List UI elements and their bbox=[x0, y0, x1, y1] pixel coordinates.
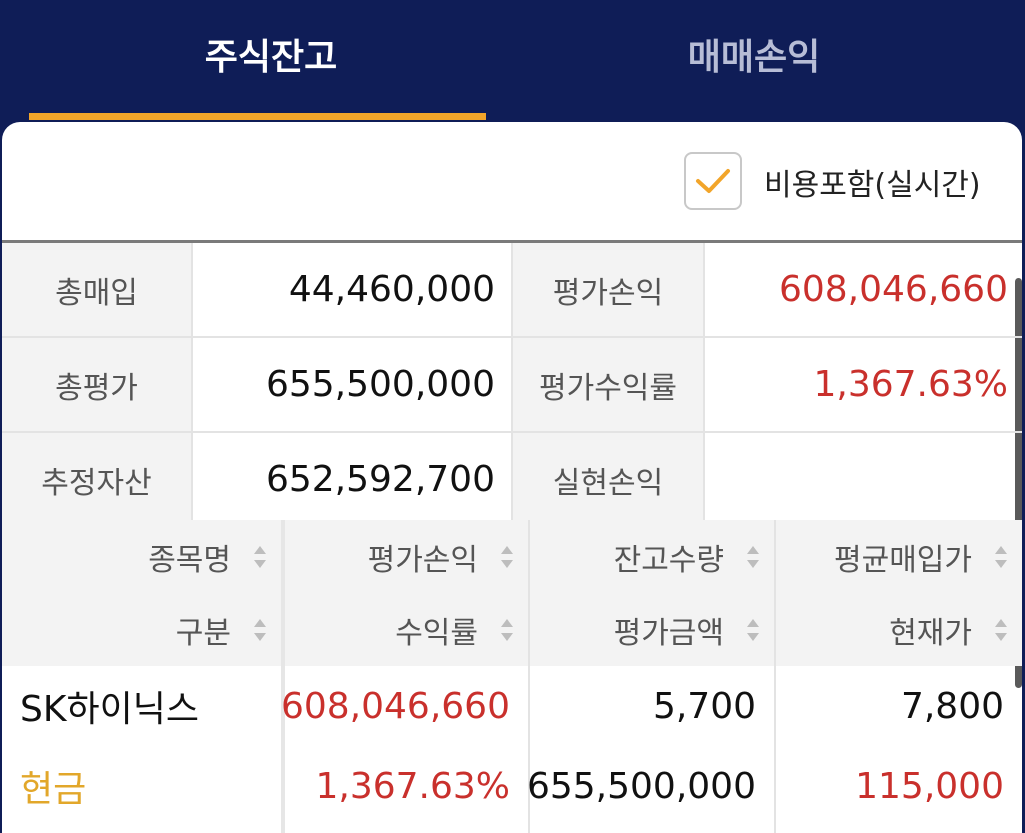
total-purchase-label: 총매입 bbox=[2, 243, 193, 336]
sort-icon bbox=[995, 546, 1007, 568]
active-tab-indicator bbox=[29, 113, 486, 120]
summary-row: 총매입 44,460,000 평가손익 608,046,660 bbox=[2, 243, 1022, 338]
sort-icon bbox=[254, 546, 266, 568]
sort-header-name[interactable]: 종목명 bbox=[2, 520, 281, 593]
header-label: 현재가 bbox=[889, 615, 972, 651]
eval-amount: 655,500,000 bbox=[526, 765, 756, 807]
avg-price: 7,800 bbox=[900, 685, 1004, 727]
header-col-qty: 잔고수량 평가금액 bbox=[530, 520, 776, 666]
sort-header-eval-pl[interactable]: 평가손익 bbox=[285, 520, 528, 593]
scrollbar[interactable] bbox=[1015, 278, 1022, 688]
sort-icon bbox=[747, 546, 759, 568]
summary-table: 총매입 44,460,000 평가손익 608,046,660 총평가 655,… bbox=[2, 240, 1022, 526]
stock-name: SK하이닉스 bbox=[20, 689, 199, 730]
summary-row: 추정자산 652,592,700 실현손익 bbox=[2, 433, 1022, 526]
options-row: 비용포함(실시간) bbox=[2, 122, 1022, 242]
total-eval-label: 총평가 bbox=[2, 338, 193, 431]
sort-icon bbox=[501, 546, 513, 568]
realized-pl-label: 실현손익 bbox=[513, 433, 705, 526]
sort-header-quantity[interactable]: 잔고수량 bbox=[530, 520, 774, 593]
sort-icon bbox=[254, 619, 266, 641]
sort-header-eval-amount[interactable]: 평가금액 bbox=[530, 593, 774, 666]
total-purchase-value: 44,460,000 bbox=[193, 243, 513, 336]
header-col-pl: 평가손익 수익률 bbox=[285, 520, 530, 666]
account-type: 현금 bbox=[20, 769, 87, 810]
total-eval-value: 655,500,000 bbox=[193, 338, 513, 431]
tab-trade-profit[interactable]: 매매손익 bbox=[687, 37, 821, 78]
header-label: 종목명 bbox=[148, 542, 231, 578]
header-label: 잔고수량 bbox=[613, 542, 724, 578]
est-assets-value: 652,592,700 bbox=[193, 433, 513, 526]
cell-pl: 608,046,660 1,367.63% bbox=[280, 666, 530, 833]
realized-pl-value bbox=[705, 433, 1022, 526]
table-row[interactable]: SK하이닉스 현금 608,046,660 1,367.63% 5,700 65… bbox=[2, 666, 1022, 833]
include-cost-checkbox[interactable] bbox=[684, 152, 742, 210]
check-icon bbox=[696, 169, 730, 193]
header-label: 수익률 bbox=[395, 615, 478, 651]
sort-header-return[interactable]: 수익률 bbox=[285, 593, 528, 666]
header-label: 평균매입가 bbox=[834, 542, 972, 578]
header-label: 평가손익 bbox=[367, 542, 478, 578]
summary-row: 총평가 655,500,000 평가수익률 1,367.63% bbox=[2, 338, 1022, 433]
header-col-name: 종목명 구분 bbox=[2, 520, 285, 666]
eval-return-value: 1,367.63% bbox=[813, 364, 1008, 405]
return-rate: 1,367.63% bbox=[315, 765, 510, 807]
cell-price: 7,800 115,000 bbox=[776, 666, 1022, 833]
sort-header-current-price[interactable]: 현재가 bbox=[776, 593, 1022, 666]
eval-pl-label: 평가손익 bbox=[513, 243, 705, 336]
current-price: 115,000 bbox=[855, 765, 1004, 807]
eval-pl: 608,046,660 bbox=[280, 685, 510, 727]
eval-return-label: 평가수익률 bbox=[513, 338, 705, 431]
tab-bar: 주식잔고 매매손익 bbox=[0, 0, 1025, 122]
eval-pl-value: 608,046,660 bbox=[778, 269, 1008, 310]
header-label: 평가금액 bbox=[613, 615, 724, 651]
tab-stock-balance[interactable]: 주식잔고 bbox=[204, 37, 338, 78]
sort-header-type[interactable]: 구분 bbox=[2, 593, 281, 666]
holdings-table-header: 종목명 구분 평가손익 수익률 잔고수량 평가금액 bbox=[2, 520, 1022, 666]
balance-panel: 비용포함(실시간) 총매입 44,460,000 평가손익 608,046,66… bbox=[2, 122, 1022, 833]
cell-qty: 5,700 655,500,000 bbox=[526, 666, 776, 833]
cell-name: SK하이닉스 현금 bbox=[2, 666, 285, 833]
est-assets-label: 추정자산 bbox=[2, 433, 193, 526]
include-cost-label[interactable]: 비용포함(실시간) bbox=[764, 168, 981, 203]
sort-icon bbox=[747, 619, 759, 641]
sort-header-avg-price[interactable]: 평균매입가 bbox=[776, 520, 1022, 593]
sort-icon bbox=[501, 619, 513, 641]
header-col-price: 평균매입가 현재가 bbox=[776, 520, 1022, 666]
quantity: 5,700 bbox=[652, 685, 756, 727]
header-label: 구분 bbox=[175, 615, 231, 651]
sort-icon bbox=[995, 619, 1007, 641]
